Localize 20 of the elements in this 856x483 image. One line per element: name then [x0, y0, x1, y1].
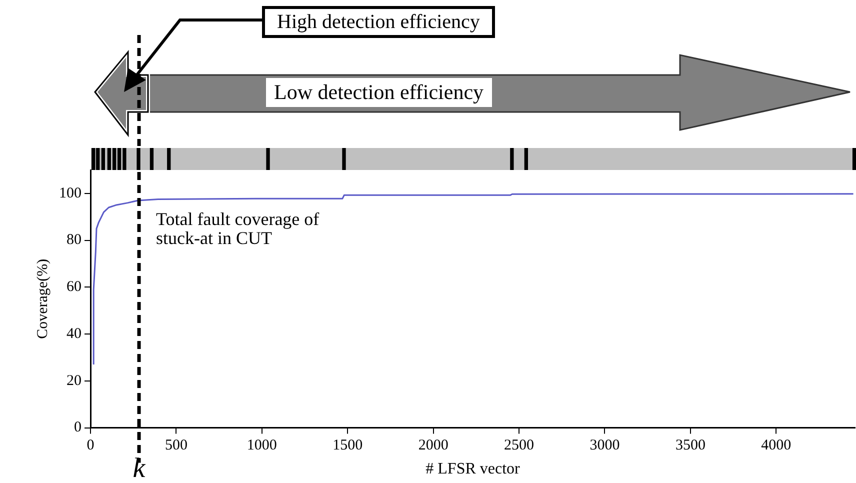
- y-axis-title: Coverage(%): [34, 258, 51, 339]
- x-tick-label: 500: [164, 438, 188, 454]
- x-tick-label: 2500: [504, 438, 534, 454]
- x-tick-label: 3500: [675, 438, 706, 454]
- y-tick-label: 0: [74, 420, 82, 436]
- text: High detection efficiency: [262, 6, 495, 38]
- x-tick-label: 0: [86, 438, 94, 454]
- x-tick-label: 2000: [418, 438, 448, 454]
- y-tick-label: 100: [59, 185, 82, 202]
- x-tick-label: 4000: [761, 438, 792, 454]
- y-tick-label: 20: [66, 372, 82, 389]
- y-tick-label: 40: [66, 326, 82, 342]
- x-axis-title: # LFSR vector: [426, 460, 521, 478]
- text: Low detection efficiency: [266, 78, 492, 108]
- y-tick-label: 80: [66, 232, 82, 248]
- x-tick-label: 1500: [332, 438, 363, 454]
- y-tick-label: 60: [66, 279, 82, 296]
- x-tick-label: 1000: [246, 438, 277, 454]
- x-tick-label: 3000: [590, 438, 620, 454]
- annotation: Total fault coverage of stuck-at in CUT: [156, 209, 320, 248]
